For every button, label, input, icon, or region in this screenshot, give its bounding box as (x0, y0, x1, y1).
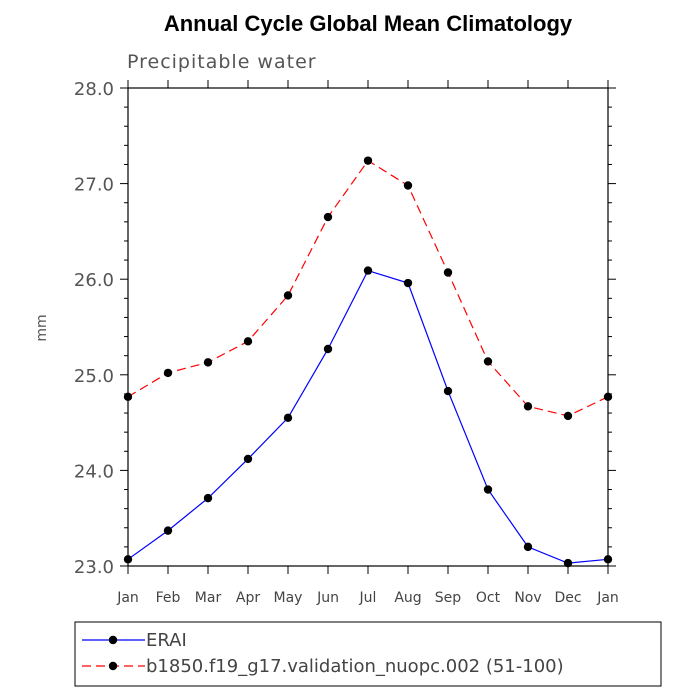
data-point (403, 278, 413, 288)
x-tick-label: Jul (359, 590, 377, 606)
chart-title: Annual Cycle Global Mean Climatology (164, 11, 573, 36)
legend-marker-1 (108, 661, 118, 671)
legend-label-1: b1850.f19_g17.validation_nuopc.002 (51-1… (146, 656, 564, 677)
data-point (203, 493, 213, 503)
legend: ERAI b1850.f19_g17.validation_nuopc.002 (… (82, 630, 564, 677)
x-tick-label: Sep (435, 590, 462, 606)
data-point (523, 542, 533, 552)
x-tick-label: May (274, 590, 303, 606)
y-tick-label: 24.0 (74, 461, 114, 482)
y-tick-label: 28.0 (74, 79, 114, 100)
y-axis-ticks: 23.0 24.0 25.0 26.0 27.0 28.0 (74, 79, 616, 578)
series-line-0 (127, 269, 609, 564)
x-tick-label: Jan (116, 590, 139, 606)
series-line-1 (127, 159, 609, 417)
data-point (123, 555, 133, 564)
data-point (283, 413, 293, 423)
x-tick-label: Nov (514, 590, 541, 606)
y-tick-label: 23.0 (74, 557, 114, 578)
data-point (443, 268, 453, 277)
data-point (163, 526, 173, 535)
legend-label-0: ERAI (146, 630, 187, 651)
data-point (603, 555, 613, 564)
x-tick-label: Oct (476, 590, 501, 606)
data-point (483, 485, 493, 494)
data-point (563, 411, 573, 421)
data-point (523, 402, 533, 411)
y-axis-label: mm (34, 314, 50, 341)
x-tick-label: Aug (394, 590, 421, 606)
x-axis-ticks: Jan Feb Mar Apr May Jun Jul Aug Sep Oct Nov Dec Jan (116, 80, 619, 606)
x-tick-label: Apr (236, 590, 260, 606)
data-point (483, 357, 493, 366)
data-point (323, 212, 333, 222)
x-tick-label: Dec (554, 590, 581, 606)
data-point (283, 291, 293, 300)
legend-marker-0 (108, 635, 118, 645)
x-tick-label: Jan (596, 590, 619, 606)
x-tick-label: Jun (316, 590, 339, 606)
data-point (403, 181, 413, 190)
data-point (603, 392, 613, 401)
x-tick-label: Feb (156, 590, 181, 606)
y-tick-label: 26.0 (74, 270, 114, 291)
data-point (323, 344, 333, 354)
data-point (243, 337, 253, 346)
data-point (363, 266, 373, 275)
data-point (123, 392, 133, 401)
y-tick-label: 25.0 (74, 366, 114, 387)
data-point (563, 558, 573, 568)
data-point (203, 358, 213, 367)
legend-box (74, 621, 662, 687)
data-point (363, 156, 373, 165)
series-layer (123, 156, 613, 568)
data-point (443, 386, 453, 396)
data-point (243, 454, 253, 464)
y-tick-label: 27.0 (74, 175, 114, 196)
data-point (163, 368, 173, 378)
x-tick-label: Mar (195, 590, 222, 606)
chart-subtitle: Precipitable water (127, 51, 317, 73)
